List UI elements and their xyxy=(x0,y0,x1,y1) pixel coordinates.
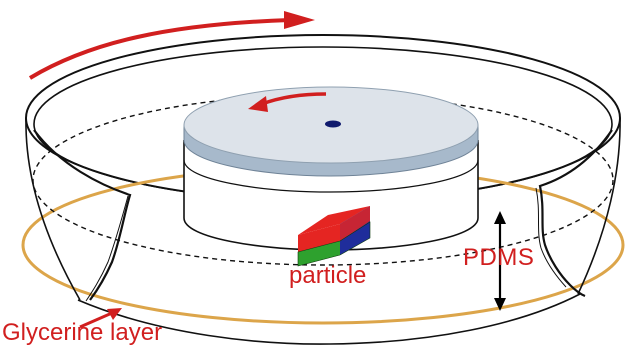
dish-rotation-arrow xyxy=(28,11,315,80)
glycerine-layer-label: Glycerine layer xyxy=(2,319,163,346)
rotating-disk xyxy=(183,86,479,177)
pdms-label: PDMS xyxy=(463,244,535,271)
particle-block xyxy=(297,206,371,267)
dish-front-walls xyxy=(25,117,621,345)
particle-label: particle xyxy=(289,262,367,289)
pdms-surface-dashed xyxy=(32,94,614,266)
disk-center-dot xyxy=(325,120,341,128)
disk-rotation-arrow xyxy=(248,92,327,112)
pdms-thickness-arrow xyxy=(494,211,506,311)
glycerine-pointer-arrow xyxy=(79,308,122,329)
